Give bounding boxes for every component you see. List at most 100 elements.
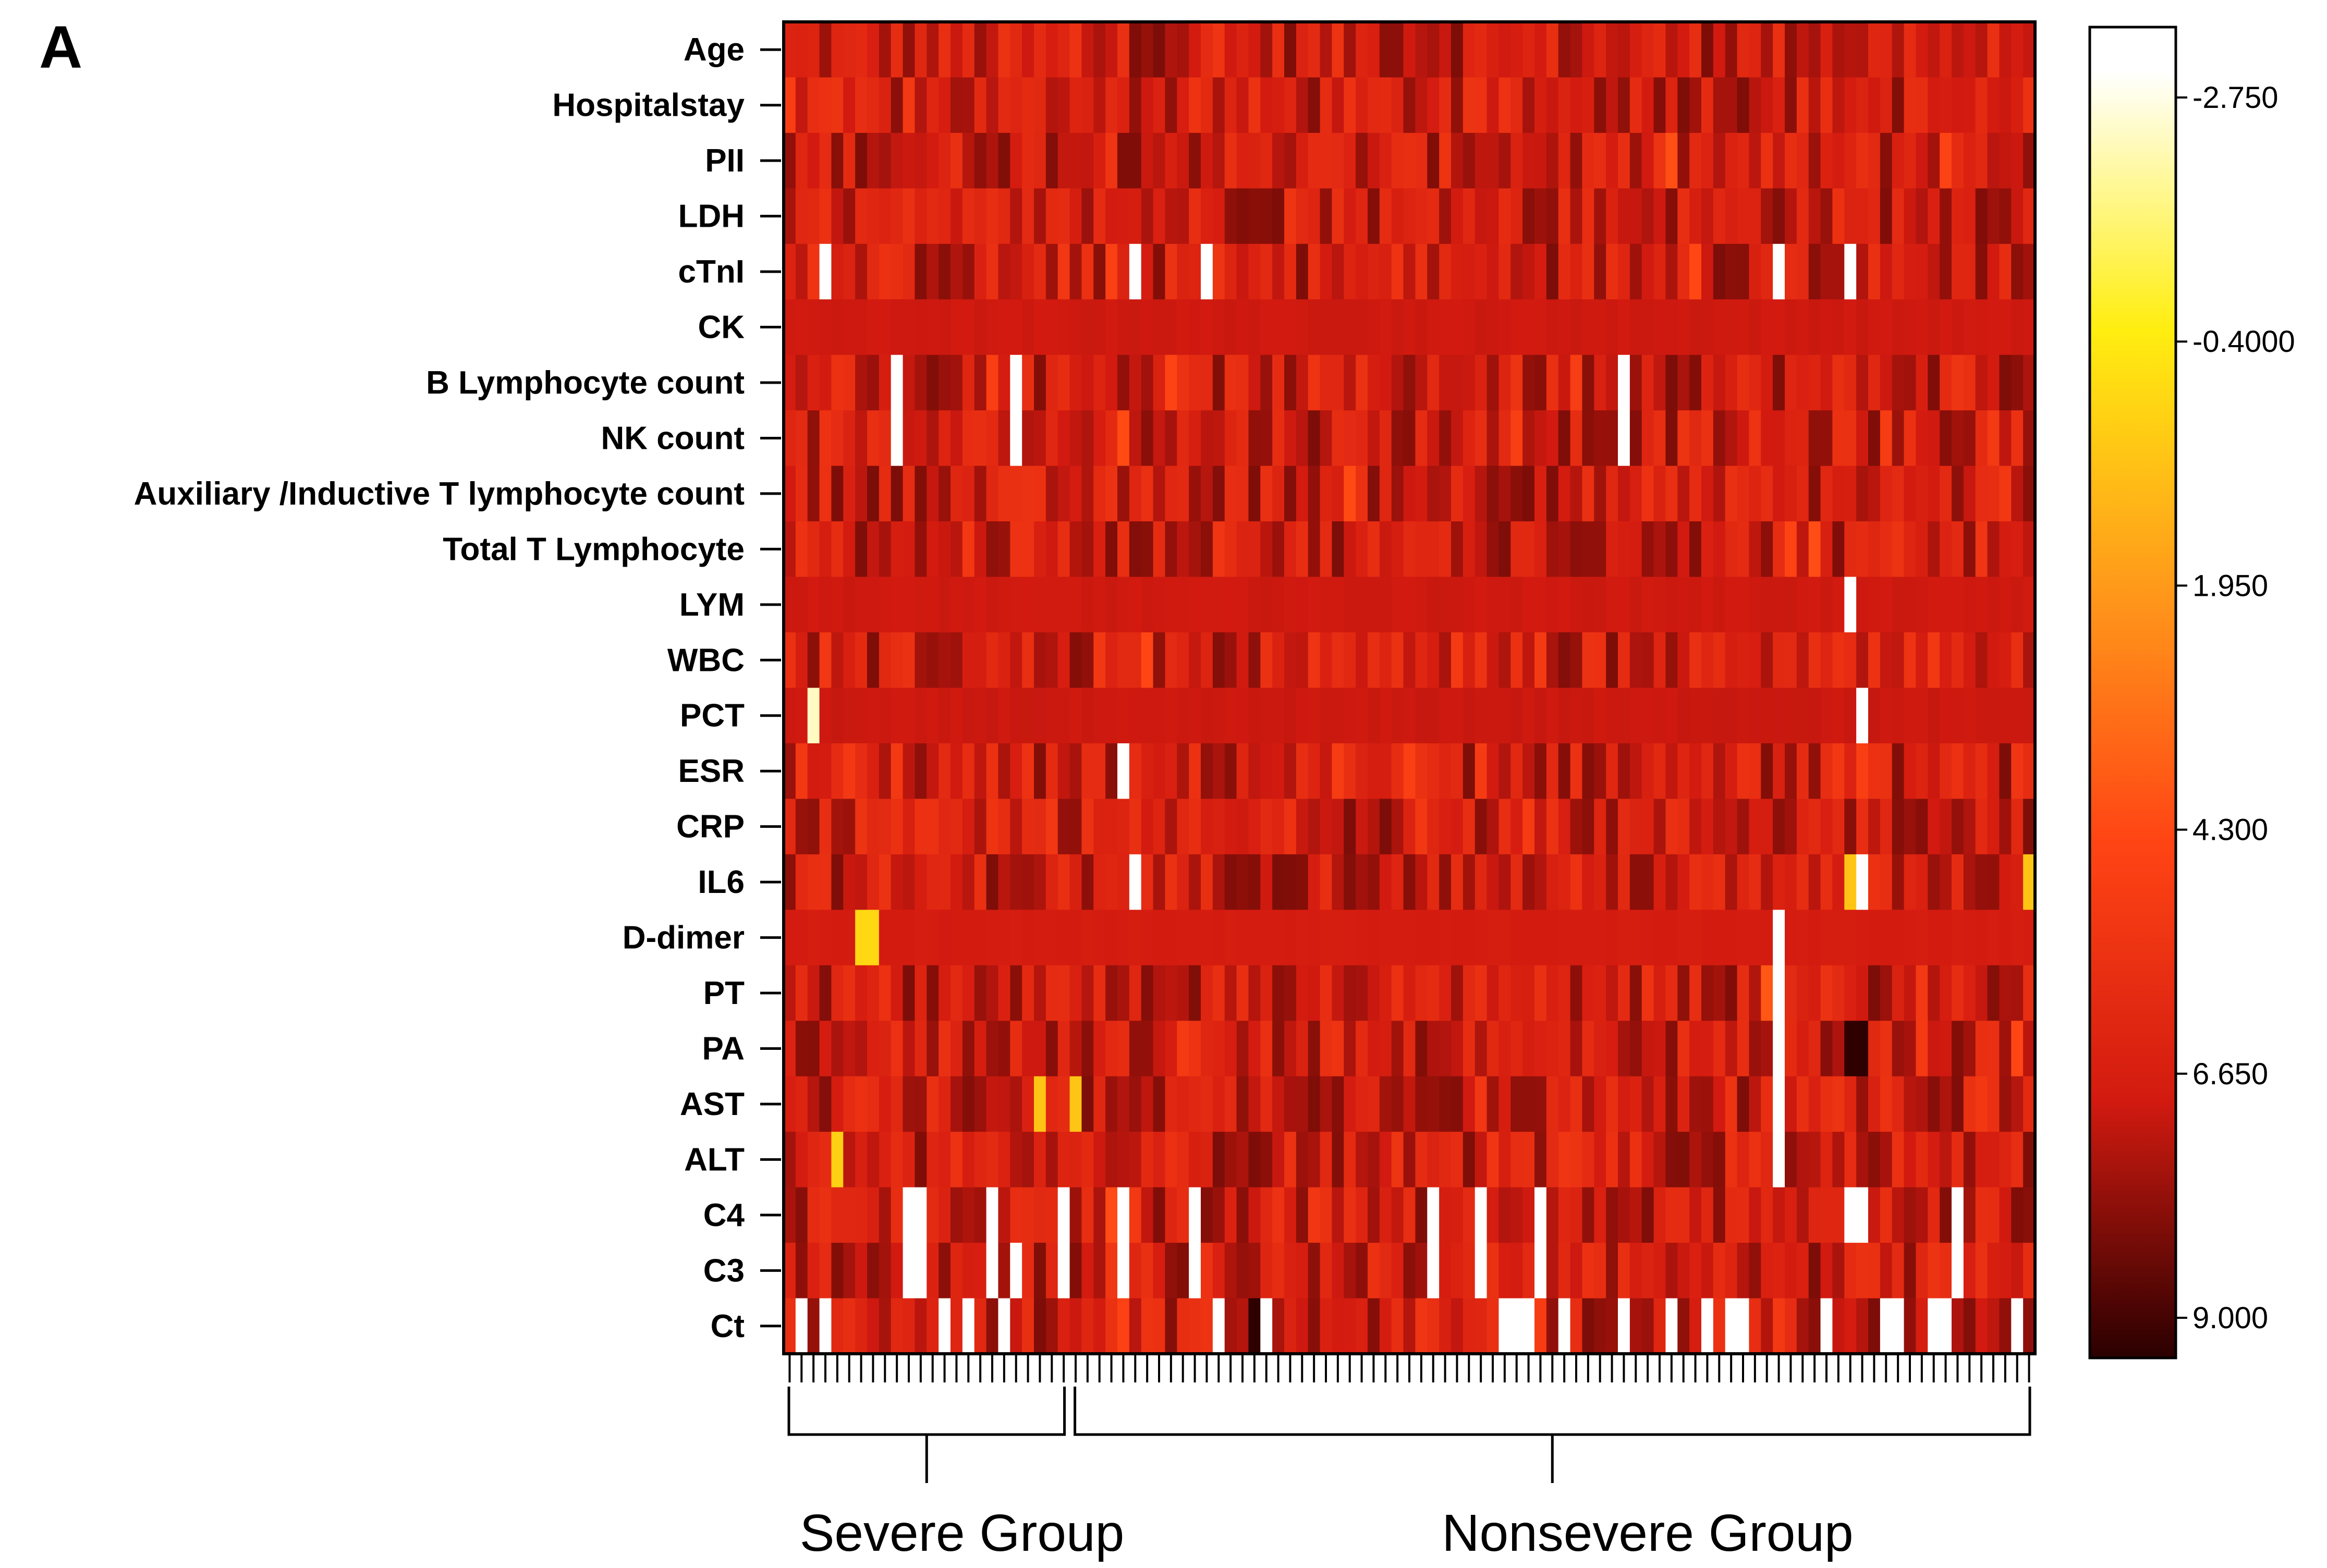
heatmap-cell — [939, 521, 951, 578]
heatmap-cell — [1963, 410, 1976, 467]
heatmap-cell — [1427, 910, 1440, 966]
heatmap-cell — [1391, 1298, 1404, 1354]
heatmap-cell — [784, 910, 796, 966]
heatmap-cell — [1248, 299, 1261, 356]
heatmap-cell — [1892, 466, 1905, 522]
heatmap-cell — [807, 799, 820, 855]
heatmap-cell — [1153, 854, 1166, 910]
heatmap-cell — [1093, 1076, 1106, 1132]
heatmap-cell — [927, 1021, 939, 1077]
heatmap-cell — [998, 1132, 1010, 1188]
heatmap-cell — [1904, 132, 1917, 189]
heatmap-cell — [1808, 577, 1821, 633]
heatmap-cell — [1189, 577, 1201, 633]
heatmap-cell — [879, 1076, 892, 1132]
heatmap-cell — [807, 521, 820, 578]
heatmap-cell — [1653, 410, 1666, 467]
heatmap-cell — [1332, 299, 1344, 356]
heatmap-cell — [1224, 521, 1237, 578]
heatmap-cell — [1570, 799, 1583, 855]
heatmap-cell — [1057, 965, 1070, 1021]
heatmap-cell — [795, 688, 808, 744]
heatmap-cell — [1260, 688, 1273, 744]
heatmap-cell — [939, 632, 951, 689]
heatmap-cell — [1320, 854, 1333, 910]
heatmap-cell — [998, 466, 1010, 522]
heatmap-cell — [1546, 521, 1559, 578]
heatmap-cell — [1761, 965, 1773, 1021]
heatmap-cell — [1081, 1021, 1094, 1077]
heatmap-cell — [1653, 910, 1666, 966]
heatmap-cell — [1224, 1021, 1237, 1077]
heatmap-cell — [1820, 466, 1833, 522]
heatmap-cell — [1236, 1187, 1249, 1243]
heatmap-cell — [1105, 521, 1118, 578]
heatmap-cell — [1844, 1076, 1857, 1132]
heatmap-cell — [1928, 688, 1940, 744]
group-label: Nonsevere Group — [1442, 1504, 1853, 1562]
heatmap-cell — [1904, 466, 1917, 522]
heatmap-cell — [1713, 1076, 1726, 1132]
heatmap-cell — [795, 965, 808, 1021]
heatmap-cell — [1785, 410, 1797, 467]
heatmap-cell — [1546, 22, 1559, 78]
heatmap-cell — [962, 799, 975, 855]
heatmap-cell — [1999, 688, 2012, 744]
heatmap-cell — [1201, 466, 1213, 522]
heatmap-cell — [1785, 1298, 1797, 1354]
heatmap-cell — [1236, 22, 1249, 78]
heatmap-cell — [1844, 410, 1857, 467]
heatmap-cell — [1522, 910, 1535, 966]
heatmap-cell — [1201, 354, 1213, 411]
heatmap-cell — [1451, 1021, 1464, 1077]
heatmap-cell — [1368, 243, 1380, 300]
heatmap-cell — [867, 1243, 880, 1299]
heatmap-cell — [843, 1298, 856, 1354]
heatmap-cell — [927, 77, 939, 133]
heatmap-cell — [1057, 354, 1070, 411]
heatmap-cell — [1248, 243, 1261, 300]
heatmap-cell — [819, 1132, 832, 1188]
heatmap-cell — [1689, 22, 1702, 78]
heatmap-cell — [1344, 22, 1356, 78]
heatmap-cell — [1332, 910, 1344, 966]
heatmap-cell — [1212, 243, 1225, 300]
heatmap-cell — [1606, 188, 1618, 244]
heatmap-cell — [1856, 132, 1869, 189]
heatmap-cell — [1796, 1021, 1809, 1077]
heatmap-cell — [1737, 854, 1750, 910]
heatmap-cell — [1069, 132, 1082, 189]
heatmap-cell — [1594, 743, 1606, 800]
heatmap-cell — [1582, 1132, 1594, 1188]
heatmap-cell — [831, 854, 844, 910]
heatmap-cell — [1260, 632, 1273, 689]
heatmap-cell — [1618, 410, 1630, 467]
heatmap-cell — [795, 466, 808, 522]
heatmap-cell — [819, 1187, 832, 1243]
heatmap-cell — [1618, 910, 1630, 966]
heatmap-cell — [891, 1076, 904, 1132]
heatmap-cell — [1498, 1132, 1511, 1188]
heatmap-cell — [1117, 743, 1130, 800]
heatmap-cell — [1594, 354, 1606, 411]
heatmap-cell — [1773, 1298, 1785, 1354]
heatmap-cell — [1284, 688, 1297, 744]
heatmap-cell — [1987, 354, 2000, 411]
heatmap-cell — [1713, 799, 1726, 855]
heatmap-cell — [1796, 22, 1809, 78]
heatmap-cell — [1177, 132, 1189, 189]
heatmap-cell — [1010, 910, 1022, 966]
heatmap-cell — [795, 132, 808, 189]
heatmap-cell — [1582, 799, 1594, 855]
heatmap-cell — [1653, 22, 1666, 78]
heatmap-cell — [1606, 299, 1618, 356]
heatmap-cell — [927, 1243, 939, 1299]
heatmap-cell — [1629, 132, 1642, 189]
heatmap-cell — [927, 910, 939, 966]
heatmap-cell — [1570, 1187, 1583, 1243]
heatmap-cell — [1975, 1243, 1988, 1299]
heatmap-cell — [2011, 577, 2024, 633]
heatmap-cell — [1105, 188, 1118, 244]
heatmap-cell — [1975, 299, 1988, 356]
heatmap-cell — [1010, 1021, 1022, 1077]
